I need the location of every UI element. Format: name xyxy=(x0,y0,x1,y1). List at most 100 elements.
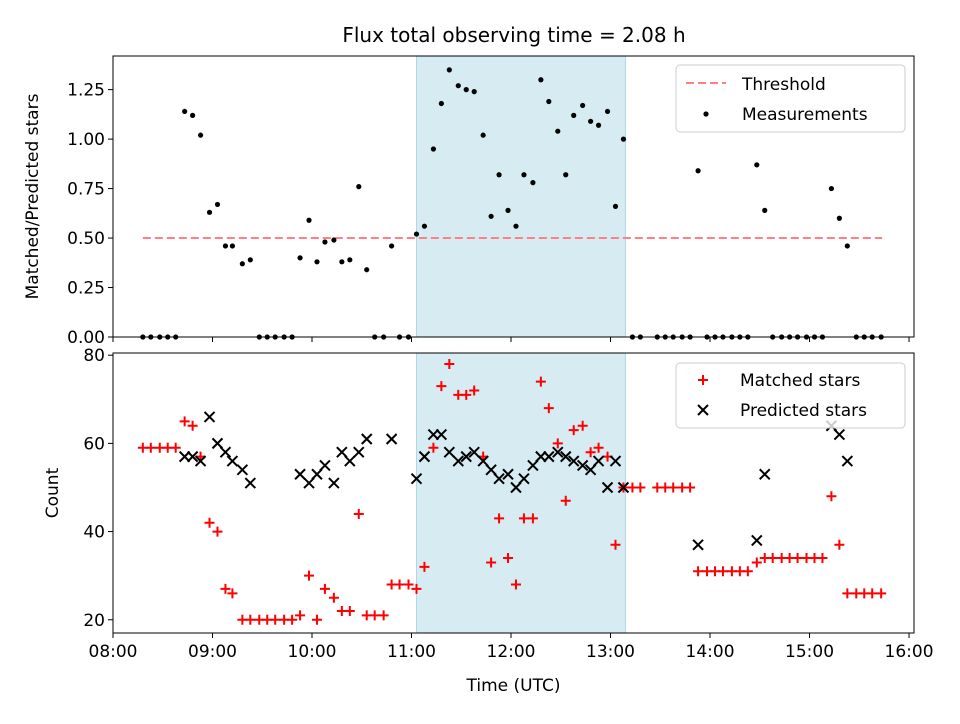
matched-star-point xyxy=(319,583,330,594)
predicted-star-point xyxy=(584,464,597,476)
matched-star-point xyxy=(577,420,588,431)
predicted-star-point xyxy=(443,446,456,458)
y-axis-label: Count xyxy=(43,467,63,518)
measurement-point xyxy=(190,112,196,118)
matched-star-point xyxy=(394,579,405,590)
predicted-star-point xyxy=(552,446,564,458)
matched-star-point xyxy=(227,588,238,599)
matched-star-point xyxy=(560,495,571,506)
matched-star-point xyxy=(311,614,322,625)
legend-matched-swatch xyxy=(698,375,708,385)
matched-star-point xyxy=(486,557,497,568)
predicted-star-point xyxy=(510,481,522,494)
measurement-point xyxy=(555,128,561,134)
matched-star-point xyxy=(145,442,156,453)
axes-frame xyxy=(112,352,915,634)
matched-star-point xyxy=(411,583,422,594)
measurement-point xyxy=(239,261,245,267)
predicted-star-point xyxy=(493,472,505,485)
measurement-point xyxy=(331,237,337,243)
matched-star-point xyxy=(270,614,281,625)
measurement-point xyxy=(695,168,701,174)
matched-star-point xyxy=(503,553,514,564)
measurement-point xyxy=(364,267,370,273)
matched-star-point xyxy=(527,513,538,524)
measurement-point xyxy=(455,83,461,89)
matched-star-point xyxy=(717,566,728,577)
measurement-point xyxy=(480,132,486,138)
measurement-point xyxy=(314,259,320,265)
predicted-star-point xyxy=(328,477,340,489)
matched-star-point xyxy=(212,526,223,537)
matched-star-point xyxy=(344,605,355,616)
predicted-star-point xyxy=(460,450,472,463)
x-tick-label: 14:00 xyxy=(686,642,735,662)
predicted-star-point xyxy=(294,468,306,480)
measurement-point xyxy=(505,207,511,213)
matched-star-point xyxy=(610,539,621,550)
x-tick-label: 10:00 xyxy=(288,642,337,662)
legend: Threshold Measurements xyxy=(675,64,906,133)
y-tick-label: 40 xyxy=(83,523,105,543)
measurement-point xyxy=(182,108,188,115)
predicted-star-point xyxy=(567,455,580,467)
y-tick-label: 0.00 xyxy=(67,328,105,348)
measurement-point xyxy=(322,239,328,245)
measurement-point xyxy=(339,259,345,265)
legend-threshold-label: Threshold xyxy=(741,75,826,95)
y-tick-label: 80 xyxy=(83,346,105,366)
matched-star-point xyxy=(304,570,315,581)
measurement-point xyxy=(530,180,536,186)
matched-star-point xyxy=(436,381,447,392)
matched-star-point xyxy=(187,420,198,431)
predicted-star-point xyxy=(244,477,257,489)
measurement-point xyxy=(430,146,436,152)
x-tick-label: 11:00 xyxy=(387,642,436,662)
measurement-point xyxy=(844,243,850,249)
predicted-star-point xyxy=(609,455,622,467)
matched-star-point xyxy=(543,403,554,414)
measurement-point xyxy=(413,231,420,237)
predicted-star-point xyxy=(692,539,704,551)
measurement-point xyxy=(471,89,477,95)
legend-measurements-label: Measurements xyxy=(742,105,868,125)
predicted-star-point xyxy=(361,433,373,445)
matched-star-point xyxy=(419,561,430,572)
matched-star-point xyxy=(767,553,778,564)
predicted-star-point xyxy=(560,450,572,463)
matched-star-point xyxy=(585,447,596,458)
measurement-point xyxy=(446,67,452,73)
matched-star-point xyxy=(428,442,439,453)
predicted-star-point xyxy=(477,455,489,467)
measurement-point xyxy=(306,217,312,223)
matched-star-point xyxy=(170,442,181,453)
y-tick-label: 60 xyxy=(83,434,105,454)
matched-star-point xyxy=(685,482,696,493)
observing-window-shade xyxy=(415,55,626,338)
predicted-star-point xyxy=(601,481,614,494)
predicted-star-point xyxy=(353,446,365,458)
measurement-point xyxy=(229,243,236,249)
predicted-star-point xyxy=(576,459,589,472)
x-axis-label: Time (UTC) xyxy=(466,676,561,696)
matched-star-point xyxy=(510,579,521,590)
matched-star-point xyxy=(742,566,753,577)
predicted-star-point xyxy=(617,481,630,494)
measurement-point xyxy=(588,118,594,124)
x-tick-label: 08:00 xyxy=(89,642,138,662)
measurement-point xyxy=(421,223,428,229)
predicted-star-point xyxy=(502,468,514,480)
measurement-point xyxy=(836,215,842,221)
matched-star-point xyxy=(378,610,389,621)
matched-star-point xyxy=(287,614,298,625)
measurement-point xyxy=(496,172,502,178)
bottom-panel-counts: 20 40 60 80 08:00 09:00 10:00 11:00 12:00 13:00 14… xyxy=(43,346,934,696)
predicted-star-point xyxy=(833,428,846,441)
predicted-star-point xyxy=(203,411,216,423)
x-tick-label: 09:00 xyxy=(188,642,237,662)
measurement-point xyxy=(389,243,395,249)
matched-star-point xyxy=(876,588,887,599)
measurement-point xyxy=(463,87,469,93)
predicted-star-point xyxy=(485,464,497,476)
matched-star-point xyxy=(834,539,845,550)
